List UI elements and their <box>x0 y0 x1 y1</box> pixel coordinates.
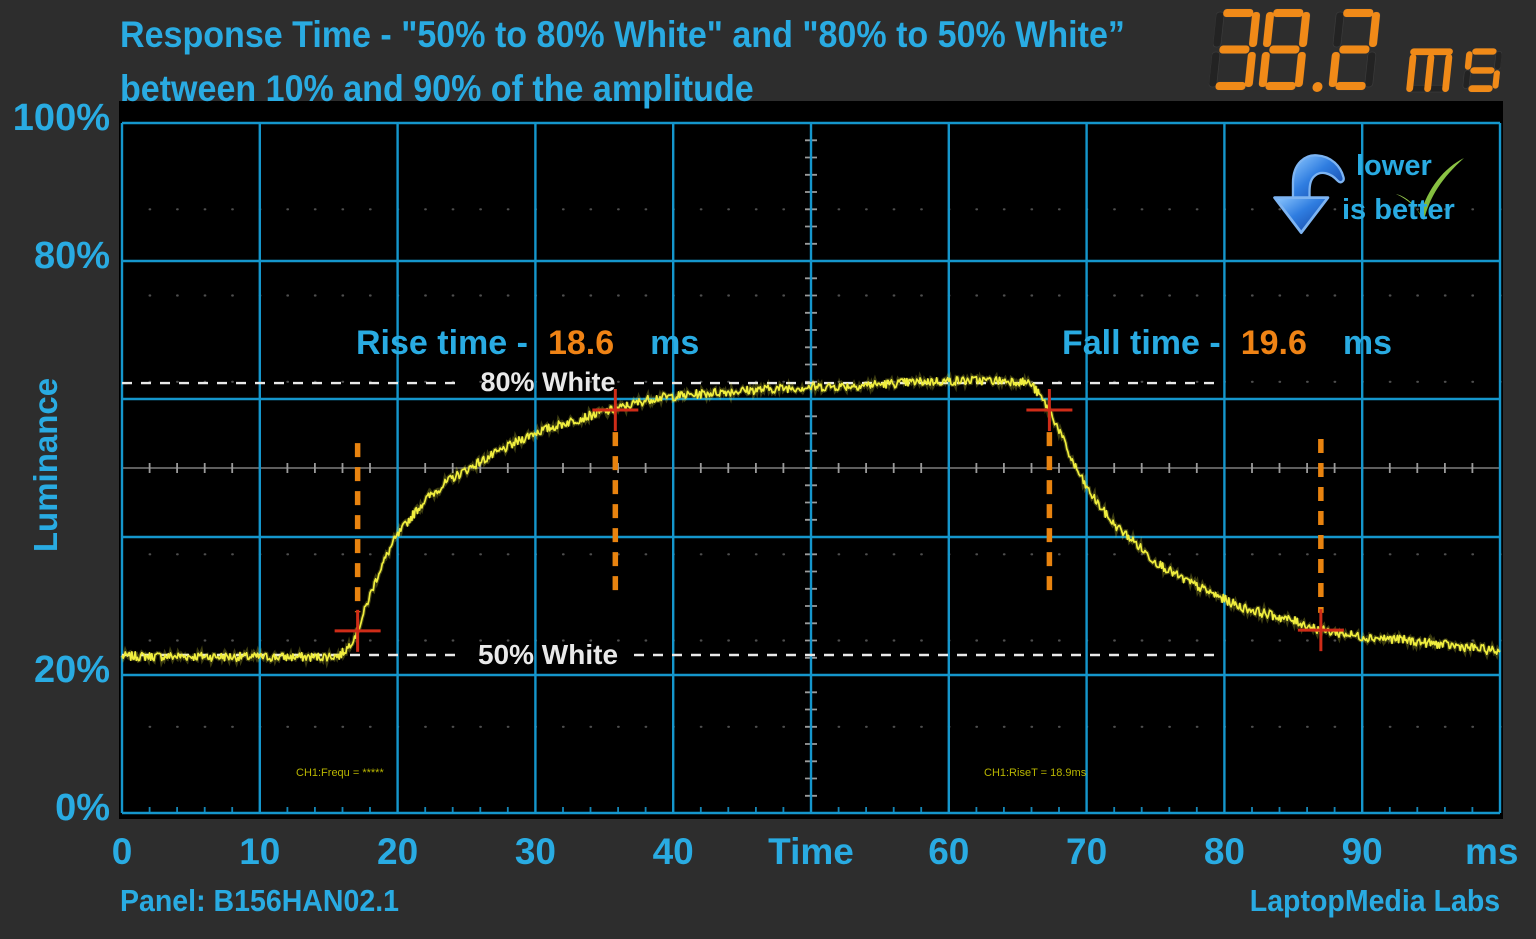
seven-segment-display <box>1208 8 1503 93</box>
lower-is-better-badge: lower is better <box>1256 142 1476 246</box>
y-tick-label: 80% <box>33 235 110 277</box>
chart-title-line2: between 10% and 90% of the amplitude <box>120 68 754 109</box>
x-tick-label: 0 <box>111 831 133 872</box>
rise-time-unit: ms <box>650 324 700 362</box>
chart-title-line1: Response Time - "50% to 80% White" and "… <box>120 14 1125 55</box>
fall-time-label: Fall time - <box>1062 324 1221 362</box>
rise-time-value: 18.6 <box>547 324 615 362</box>
badge-text-line1: lower <box>1356 150 1432 182</box>
rise-time-annotation: Rise time - 18.6 ms <box>356 324 699 363</box>
x-tick-label: 20 <box>377 831 419 872</box>
x-tick-label: 80 <box>1203 831 1245 872</box>
fall-time-annotation: Fall time - 19.6 ms <box>1062 324 1392 363</box>
panel-model-label: Panel: B156HAN02.1 <box>120 883 399 918</box>
ref-line-50-label: 50% White <box>477 639 619 670</box>
fall-time-unit: ms <box>1342 324 1393 362</box>
ref-line-80-label: 80% White <box>480 367 616 397</box>
x-tick-label: 10 <box>239 831 281 872</box>
checkmark-icon <box>1396 158 1464 220</box>
down-arrow-icon <box>1273 154 1345 235</box>
x-tick-label: 40 <box>652 831 694 872</box>
x-tick-label: 60 <box>928 831 970 872</box>
fall-time-value: 19.6 <box>1240 324 1307 362</box>
y-tick-label: 0% <box>55 787 110 829</box>
y-tick-label: 100% <box>12 97 110 139</box>
x-tick-label: 30 <box>514 831 556 872</box>
rise-time-label: Rise time - <box>356 324 528 362</box>
x-tick-label: 90 <box>1341 831 1383 872</box>
x-tick-label: Time <box>768 831 854 872</box>
scope-readout-frequency: CH1:Frequ = ***** <box>296 767 384 779</box>
credit-label: LaptopMedia Labs <box>1249 883 1500 918</box>
x-tick-label: ms <box>1464 831 1519 872</box>
y-axis-title: Luminance <box>27 377 64 553</box>
scope-readout-risetime: CH1:RiseT = 18.9ms <box>984 767 1087 779</box>
x-tick-label: 70 <box>1066 831 1108 872</box>
y-tick-label: 20% <box>33 649 110 691</box>
total-response-display <box>1207 6 1507 101</box>
badge-text-line2: is better <box>1342 194 1455 226</box>
